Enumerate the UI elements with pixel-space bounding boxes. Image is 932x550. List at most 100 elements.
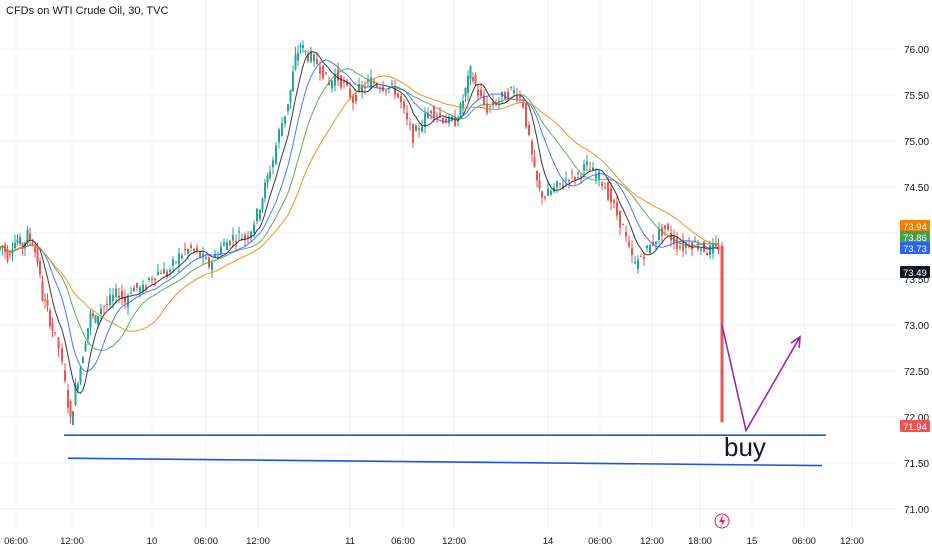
candle-body [202,253,204,258]
candle-body [54,332,56,334]
candle-body [700,248,702,251]
candle-body [513,90,515,93]
candle-body [436,115,438,117]
candle-body [1,245,4,249]
candle-body [157,271,159,275]
candle-body [36,246,39,263]
candle-body [145,286,147,289]
support-lines [64,434,826,467]
candle-body [415,125,417,132]
candle-body [467,75,469,93]
candle-body [577,172,579,174]
candle-body [409,123,411,125]
candle-body [619,210,621,228]
candle-body [82,357,84,364]
price-badge-label: 71.94 [903,422,927,433]
x-tick-label: 06:00 [792,536,816,547]
candle-body [190,245,192,249]
candle-body [14,242,16,249]
candle-body [346,80,348,86]
candle-body [430,110,432,114]
lightning-bolt [719,515,725,527]
candle-body [349,88,351,98]
candle-body [646,245,648,249]
candle-body [302,45,304,49]
candle-body [261,198,264,210]
candle-body [498,100,500,102]
support-line [67,457,823,467]
candle-body [142,284,144,292]
candle-body [328,81,330,85]
y-tick-label: 72.00 [904,413,929,424]
candle-body [442,117,444,123]
candle-body [139,286,141,292]
candle-body [244,234,246,240]
candle-body [184,248,186,250]
candle-body [31,242,34,246]
candle-body [706,253,708,256]
candle-body [697,246,699,250]
candle-body [544,196,546,199]
candle-body [199,251,201,258]
x-tick-label: 18:00 [688,536,712,547]
candle-body [187,249,189,254]
candle-body [694,241,696,243]
candle-body [9,254,11,256]
candle-body [238,231,240,233]
candle-body [556,181,558,188]
y-tick-label: 71.00 [904,505,929,516]
candle-body [256,208,258,222]
y-tick-label: 71.50 [904,459,929,470]
candle-body [121,291,123,299]
candle-body [361,85,363,93]
candle-body [598,171,600,179]
candle-body [148,278,150,281]
candle-body [550,190,552,195]
candle-body [394,87,396,95]
candle-body [6,249,9,262]
candle-body [568,179,570,182]
candle-body [64,370,66,381]
candle-body [682,240,684,251]
time-axis[interactable]: 06:00 12:00 10 06:00 12:00 11 06:00 12:00 14 06:0… [4,536,864,547]
x-tick-label: 10 [147,536,158,547]
candle-body [445,119,447,124]
candle-body [307,54,309,62]
price-badge [900,231,930,243]
candle-body [559,183,561,185]
candle-body [601,182,603,186]
price-axis[interactable]: 76.0075.5075.0074.5074.0073.5073.0072.50… [900,45,930,516]
candle-body [299,45,302,48]
candle-body [310,52,312,62]
candle-body [232,235,234,241]
candle-body [433,106,435,118]
x-tick-label: 14 [543,536,554,547]
candle-body [175,261,177,263]
candle-body [536,170,538,181]
candle-body [616,202,618,216]
lightning-icon[interactable] [714,513,730,529]
candle-body [670,232,672,241]
candle-body [483,95,485,105]
candle-body [217,255,219,257]
candle-body [100,308,102,315]
candle-body [196,247,198,251]
candle-body [370,77,372,89]
arrow-head [790,335,801,348]
candle-body [29,233,31,240]
candle-body [259,209,261,220]
candle-body [292,71,294,92]
candle-body [0,246,1,250]
x-tick-label: 12:00 [442,536,466,547]
candle-body [67,389,69,408]
candle-body [331,80,333,89]
price-badge-label: 73.73 [903,244,927,255]
y-tick-label: 76.00 [904,45,929,56]
candle-body [19,237,21,244]
ma-line-fast [0,51,719,394]
candle-body [118,295,120,299]
candle-body [709,245,711,255]
candle-body [79,368,82,383]
projection-arrow [721,324,801,433]
